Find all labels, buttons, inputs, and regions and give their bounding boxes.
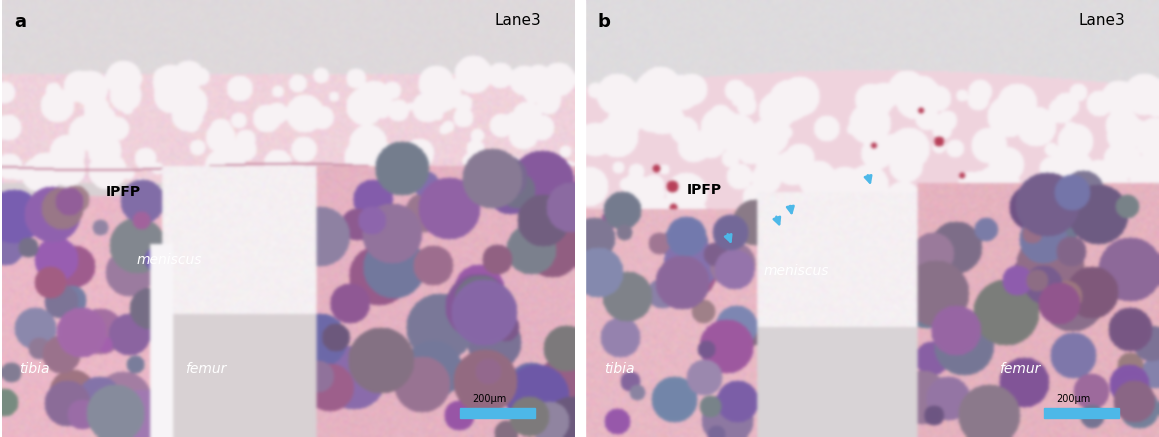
Text: meniscus: meniscus — [764, 264, 830, 278]
Text: meniscus: meniscus — [137, 253, 203, 267]
Text: femur: femur — [185, 362, 227, 376]
Text: tibia: tibia — [604, 362, 634, 376]
Text: femur: femur — [999, 362, 1040, 376]
Text: 200μm: 200μm — [1056, 394, 1091, 404]
Text: IPFP: IPFP — [105, 185, 140, 199]
FancyBboxPatch shape — [460, 408, 534, 418]
Text: b: b — [598, 13, 611, 31]
Text: IPFP: IPFP — [686, 183, 722, 197]
Text: Lane3: Lane3 — [1079, 13, 1125, 28]
Text: a: a — [14, 13, 25, 31]
Text: 200μm: 200μm — [472, 394, 506, 404]
FancyBboxPatch shape — [1044, 408, 1118, 418]
Text: tibia: tibia — [20, 362, 50, 376]
Text: Lane3: Lane3 — [495, 13, 541, 28]
